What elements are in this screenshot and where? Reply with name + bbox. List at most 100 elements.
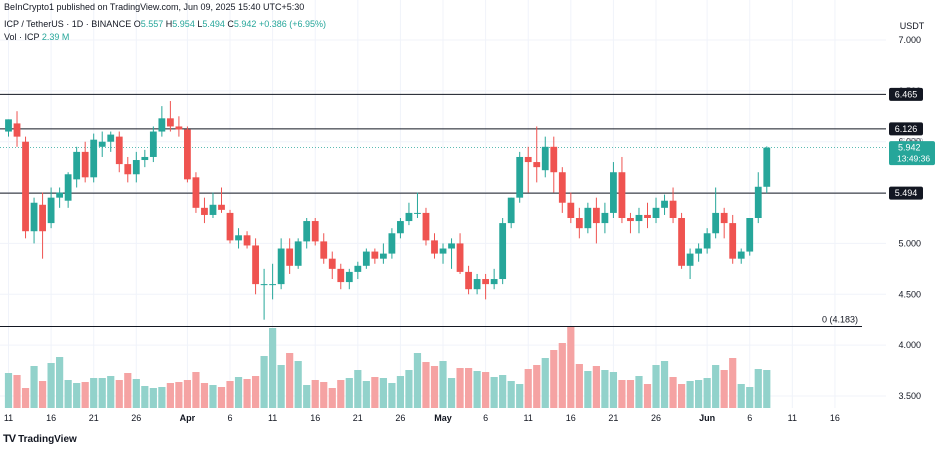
volume-bar <box>413 353 422 408</box>
time-tick-label: 26 <box>395 413 405 423</box>
volume-label[interactable]: Vol · ICP <box>4 32 40 42</box>
volume-bar <box>21 388 30 408</box>
candle-body <box>132 160 140 175</box>
time-tick-label: Apr <box>180 413 196 423</box>
volume-bar <box>541 358 549 408</box>
high-value: 5.954 <box>172 19 195 29</box>
volume-bar <box>277 365 285 408</box>
volume-bar <box>90 378 98 408</box>
tradingview-logo-icon: TV <box>3 433 16 445</box>
level-price-tag <box>889 87 923 101</box>
candle-body <box>652 207 660 218</box>
candle-body <box>729 223 737 259</box>
volume-bar <box>609 372 618 408</box>
candle-body <box>763 147 771 187</box>
currency-label: USDT <box>900 21 925 31</box>
candle-body <box>456 243 464 272</box>
volume-bar <box>754 369 762 408</box>
volume-bar <box>524 369 532 408</box>
volume-bar <box>499 375 507 408</box>
countdown-label: 13:49:36 <box>897 154 930 164</box>
candle-body <box>473 279 481 290</box>
volume-bar <box>720 370 728 408</box>
candle-body <box>294 241 302 266</box>
volume-bars <box>4 326 771 408</box>
volume-bar <box>243 379 251 408</box>
volume-bar <box>81 382 89 408</box>
price-tick-label: 5.000 <box>898 238 921 248</box>
symbol-label[interactable]: ICP / TetherUS · 1D · BINANCE <box>4 19 132 29</box>
time-tick-label: 16 <box>46 413 56 423</box>
volume-bar <box>158 387 166 408</box>
volume-bar <box>217 387 226 408</box>
candle-body <box>226 212 234 241</box>
candle-body <box>610 172 617 213</box>
candle-body <box>252 245 259 285</box>
time-tick-label: 16 <box>566 413 576 423</box>
volume-bar <box>294 361 302 408</box>
candle-body <box>558 172 566 203</box>
candle-body <box>243 235 251 246</box>
candle-body <box>260 284 268 286</box>
candle-body <box>201 207 208 215</box>
candle-body <box>286 248 294 266</box>
volume-bar <box>695 380 703 408</box>
candle-body <box>567 202 575 218</box>
candle-body <box>192 177 200 208</box>
time-tick-label: 6 <box>228 413 233 423</box>
candle-body <box>73 151 81 180</box>
volume-bar <box>337 380 345 408</box>
volume-bar <box>558 343 566 408</box>
price-axis-bg <box>887 0 943 453</box>
candle-body <box>669 200 677 218</box>
volume-bar <box>107 376 115 408</box>
volume-bar <box>686 381 694 408</box>
low-label: L <box>197 19 203 29</box>
candle-body <box>422 212 430 241</box>
candle-body <box>320 241 328 259</box>
volume-bar <box>115 380 123 408</box>
volume-bar <box>175 382 183 408</box>
level-price-label: 5.494 <box>895 188 918 198</box>
volume-bar <box>763 370 771 408</box>
volume-bar <box>269 328 277 408</box>
volume-bar <box>251 376 260 408</box>
volume-bar <box>473 371 481 408</box>
volume-bar <box>456 368 464 408</box>
volume-bar <box>618 380 626 408</box>
volume-bar <box>490 377 498 408</box>
candle-body <box>720 212 728 224</box>
candlesticks <box>5 101 771 320</box>
candle-body <box>388 233 396 254</box>
change-value: +0.386 (+6.95%) <box>258 19 327 29</box>
tradingview-logo[interactable]: TV TradingView <box>3 433 77 445</box>
time-tick-label: 6 <box>747 413 752 423</box>
candle-body <box>592 207 600 224</box>
volume-bar <box>38 381 47 408</box>
candle-body <box>405 212 413 222</box>
time-tick-label: 21 <box>608 413 618 423</box>
candle-body <box>64 174 72 201</box>
volume-bar <box>73 383 81 408</box>
candle-body <box>5 119 12 132</box>
candle-body <box>218 204 225 210</box>
volume-bar <box>660 361 669 408</box>
candle-body <box>644 214 651 218</box>
candle-body <box>30 202 38 232</box>
horizontal-levels <box>0 93 886 328</box>
volume-bar <box>226 381 234 408</box>
volume-bar <box>183 380 192 408</box>
candle-body <box>98 141 106 147</box>
time-tick-label: 11 <box>788 413 797 423</box>
time-tick-label: 26 <box>131 413 141 423</box>
candle-body <box>524 156 532 163</box>
candle-body <box>311 221 319 242</box>
candle-body <box>158 118 166 132</box>
volume-bar <box>98 378 106 408</box>
candle-body <box>516 156 524 198</box>
high-label: H <box>165 19 173 29</box>
volume-bar <box>482 372 490 408</box>
grid-lines <box>0 0 886 408</box>
fib-level-label: 0 (4.183) <box>822 315 858 325</box>
